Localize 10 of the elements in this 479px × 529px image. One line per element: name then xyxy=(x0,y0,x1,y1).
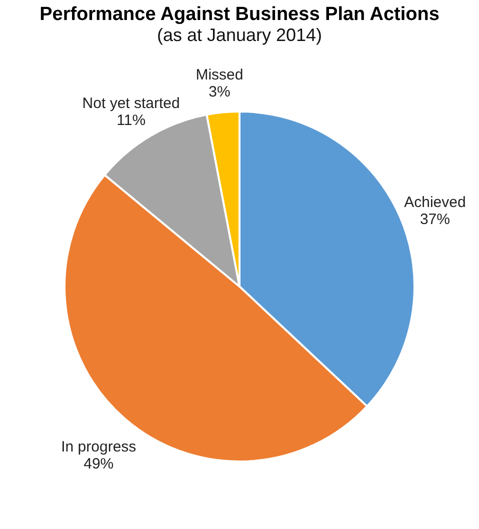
data-label: 11% xyxy=(116,112,146,130)
chart-subtitle: (as at January 2014) xyxy=(156,25,322,45)
slice-label: Missed xyxy=(196,66,244,84)
slice-label: In progress xyxy=(61,438,136,456)
slice-label: Achieved xyxy=(404,194,466,211)
chart-title: Performance Against Business Plan Actions xyxy=(40,4,440,25)
slice-label: Not yet started xyxy=(82,95,180,112)
data-label: 49% xyxy=(84,455,114,472)
data-label: 3% xyxy=(208,83,230,100)
data-label: 37% xyxy=(420,210,450,228)
